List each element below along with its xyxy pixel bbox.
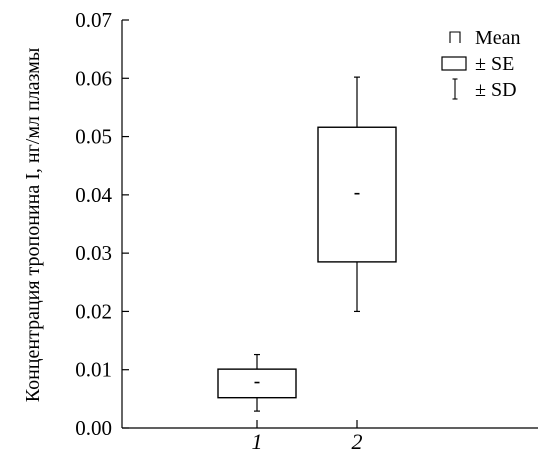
y-tick-label: 0.01 bbox=[75, 358, 112, 382]
y-tick-label: 0.02 bbox=[75, 299, 112, 323]
x-tick-label: 1 bbox=[252, 429, 263, 450]
legend-label: ± SE bbox=[475, 53, 514, 75]
legend-mean-icon bbox=[449, 31, 461, 43]
se-box bbox=[317, 126, 397, 263]
y-tick-label: 0.00 bbox=[75, 416, 112, 440]
legend-se-box-icon bbox=[441, 56, 467, 71]
y-tick-label: 0.04 bbox=[75, 183, 112, 207]
y-tick-label: 0.07 bbox=[75, 8, 112, 32]
y-tick-label: 0.06 bbox=[75, 66, 112, 90]
y-tick-label: 0.05 bbox=[75, 125, 112, 149]
box-series bbox=[217, 76, 397, 412]
y-tick-label: 0.03 bbox=[75, 241, 112, 265]
legend: Mean ± SE ± SD bbox=[441, 27, 521, 101]
se-box bbox=[217, 368, 297, 399]
legend-label: Mean bbox=[475, 27, 521, 49]
x-tick-label: 2 bbox=[352, 429, 363, 450]
y-axis-label: Концентрация тропонина I, нг/мл плазмы bbox=[22, 48, 44, 403]
y-ticks: 0.00 0.01 0.02 0.03 0.04 0.05 0.06 0.07 bbox=[75, 8, 129, 440]
legend-label: ± SD bbox=[475, 79, 517, 101]
axes bbox=[121, 20, 538, 429]
